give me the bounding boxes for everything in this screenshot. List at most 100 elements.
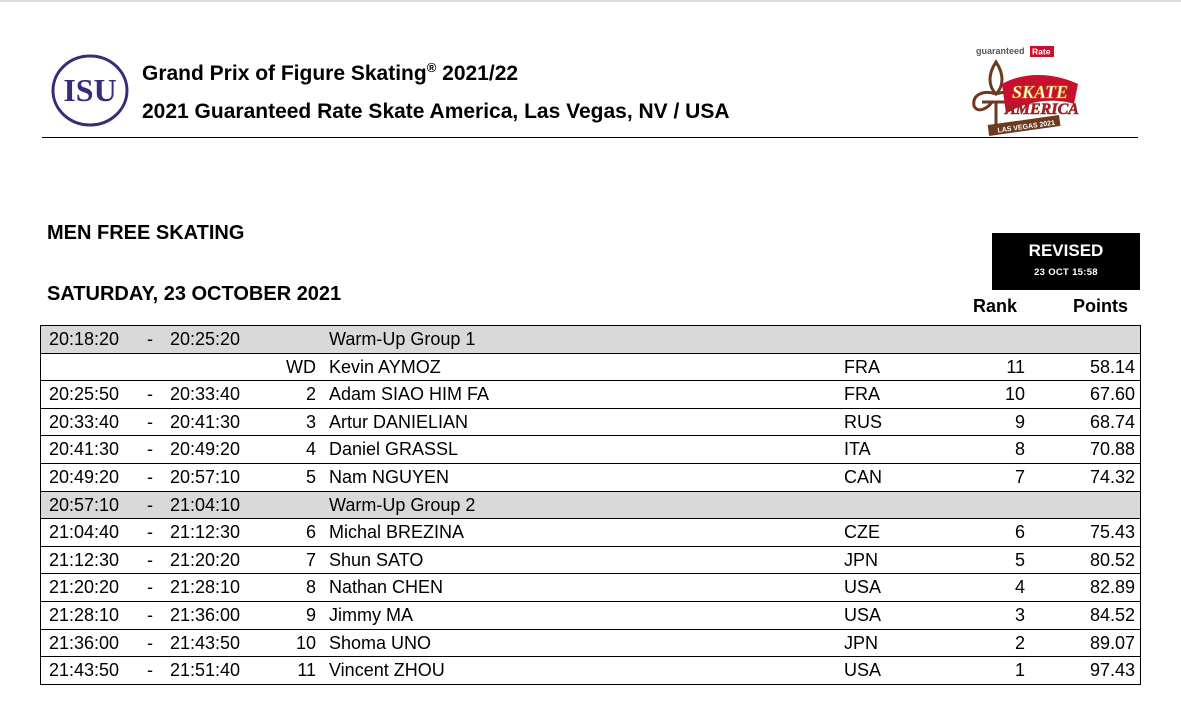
start-time: 20:57:10 xyxy=(49,494,120,515)
end-time: 21:36:00 xyxy=(170,604,241,625)
nation-code: FRA xyxy=(844,356,880,377)
rank-column-header: Rank xyxy=(973,296,1018,316)
rank-value: 10 xyxy=(1004,384,1025,405)
rank-value: 4 xyxy=(1014,577,1025,598)
starting-number: 5 xyxy=(305,466,316,487)
end-time: 20:25:20 xyxy=(170,329,241,349)
time-separator: - xyxy=(147,660,153,681)
svg-text:SKATE: SKATE xyxy=(1012,82,1068,102)
time-separator: - xyxy=(147,411,153,432)
end-time: 21:51:40 xyxy=(170,660,241,681)
skater-name: Shoma UNO xyxy=(329,632,432,653)
warmup-group-row: 20:18:20 -20:25:20 Warm-Up Group 1 xyxy=(41,326,1140,354)
skater-name: Shun SATO xyxy=(329,549,424,570)
start-time: 20:33:40 xyxy=(49,411,120,432)
warmup-group-label: Warm-Up Group 1 xyxy=(329,329,476,349)
table-row: WD Kevin AYMOZ FRA 11 58.14 xyxy=(41,354,1140,382)
nation-code: JPN xyxy=(844,549,879,570)
rank-value: 8 xyxy=(1014,439,1025,460)
skater-name: Kevin AYMOZ xyxy=(329,356,441,377)
end-time: 21:12:30 xyxy=(170,522,241,543)
competition-series-title: Grand Prix of Figure Skating® 2021/22 xyxy=(142,60,519,85)
starting-number: 10 xyxy=(295,632,316,653)
time-separator: - xyxy=(147,494,153,515)
nation-code: USA xyxy=(844,577,882,598)
time-separator: - xyxy=(147,522,153,543)
start-time: 21:43:50 xyxy=(49,660,120,681)
rank-value: 9 xyxy=(1014,411,1025,432)
time-separator: - xyxy=(147,632,153,653)
points-value: 70.88 xyxy=(1089,439,1135,460)
nation-code: JPN xyxy=(844,632,879,653)
time-separator: - xyxy=(147,577,153,598)
isu-logo-text: ISU xyxy=(63,72,116,108)
svg-text:Rate: Rate xyxy=(1032,47,1051,57)
start-time: 21:36:00 xyxy=(49,632,120,653)
start-time: 21:20:20 xyxy=(49,577,120,598)
time-separator: - xyxy=(147,384,153,405)
start-order-table: 20:18:20-20:25:20 Warm-Up Group 1 WD Kevin … xyxy=(40,325,1141,685)
points-value: 80.52 xyxy=(1089,549,1135,570)
table-row: 21:28:10 -21:36:00 9 Jimmy MA USA 3 84.52 xyxy=(41,602,1140,630)
start-time: 21:12:30 xyxy=(49,549,120,570)
time-separator: - xyxy=(147,549,153,570)
start-time: 20:25:50 xyxy=(49,384,120,405)
skater-name: Artur DANIELIAN xyxy=(329,411,469,432)
skater-name: Adam SIAO HIM FA xyxy=(329,384,490,405)
table-row: 21:20:20 -21:28:10 8 Nathan CHEN USA 4 82.89 xyxy=(41,574,1140,602)
end-time: 21:20:20 xyxy=(170,549,241,570)
event-title: MEN FREE SKATING xyxy=(47,222,245,244)
nation-code: CAN xyxy=(844,466,883,487)
starting-number: 9 xyxy=(305,604,316,625)
competition-event-title: 2021 Guaranteed Rate Skate America, Las … xyxy=(142,100,730,123)
points-value: 68.74 xyxy=(1089,411,1135,432)
start-time: 21:04:40 xyxy=(49,522,120,543)
table-row: 20:33:40 -20:41:30 3 Artur DANIELIAN RUS 9 68.… xyxy=(41,409,1140,437)
rank-value: 11 xyxy=(1006,356,1025,377)
nation-code: FRA xyxy=(844,384,880,405)
revised-label: REVISED xyxy=(1028,241,1104,260)
rank-value: 6 xyxy=(1014,522,1025,543)
end-time: 20:41:30 xyxy=(170,411,241,432)
skater-name: Vincent ZHOU xyxy=(329,660,445,681)
end-time: 20:57:10 xyxy=(170,466,241,487)
time-separator: - xyxy=(147,604,153,625)
nation-code: USA xyxy=(844,604,882,625)
end-time: 20:33:40 xyxy=(170,384,241,405)
nation-code: ITA xyxy=(844,439,871,460)
starting-number: 3 xyxy=(305,411,316,432)
points-value: 84.52 xyxy=(1089,604,1135,625)
rank-value: 2 xyxy=(1014,632,1025,653)
rank-value: 7 xyxy=(1014,466,1025,487)
warmup-group-label: Warm-Up Group 2 xyxy=(329,494,476,515)
table-row: 20:25:50 -20:33:40 2 Adam SIAO HIM FA FRA 10 6… xyxy=(41,381,1140,409)
start-time: 20:41:30 xyxy=(49,439,120,460)
skater-name: Daniel GRASSL xyxy=(329,439,459,460)
header-divider xyxy=(42,137,1138,138)
starting-number: 11 xyxy=(297,660,316,681)
starting-number: 7 xyxy=(305,549,316,570)
table-row: 20:41:30 -20:49:20 4 Daniel GRASSL ITA 8 70.88 xyxy=(41,436,1140,464)
time-separator: - xyxy=(147,466,153,487)
rank-value: 3 xyxy=(1014,604,1025,625)
points-value: 97.43 xyxy=(1089,660,1135,681)
points-value: 58.14 xyxy=(1089,356,1135,377)
nation-code: USA xyxy=(844,660,882,681)
table-row: 21:43:50 -21:51:40 11 Vincent ZHOU USA 1 97.43 xyxy=(41,657,1140,685)
starting-number: 4 xyxy=(305,439,316,460)
starting-number: 6 xyxy=(305,522,316,543)
start-time: 20:49:20 xyxy=(49,466,120,487)
rank-value: 1 xyxy=(1014,660,1025,681)
nation-code: RUS xyxy=(844,411,883,432)
warmup-group-row: 20:57:10 -21:04:10 Warm-Up Group 2 xyxy=(41,491,1140,520)
end-time: 21:43:50 xyxy=(170,632,241,653)
isu-logo: ISU xyxy=(51,54,129,127)
time-separator: - xyxy=(147,329,153,349)
revised-timestamp: 23 OCT 15:58 xyxy=(1034,267,1098,278)
starting-number: 8 xyxy=(305,577,316,598)
table-row: 20:49:20 -20:57:10 5 Nam NGUYEN CAN 7 74.32 xyxy=(41,464,1140,492)
points-column-header: Points xyxy=(1073,296,1129,316)
starting-number: 2 xyxy=(305,384,316,405)
table-row: 21:04:40 -21:12:30 6 Michal BREZINA CZE 6 75.4… xyxy=(41,519,1140,547)
points-value: 67.60 xyxy=(1089,384,1135,405)
